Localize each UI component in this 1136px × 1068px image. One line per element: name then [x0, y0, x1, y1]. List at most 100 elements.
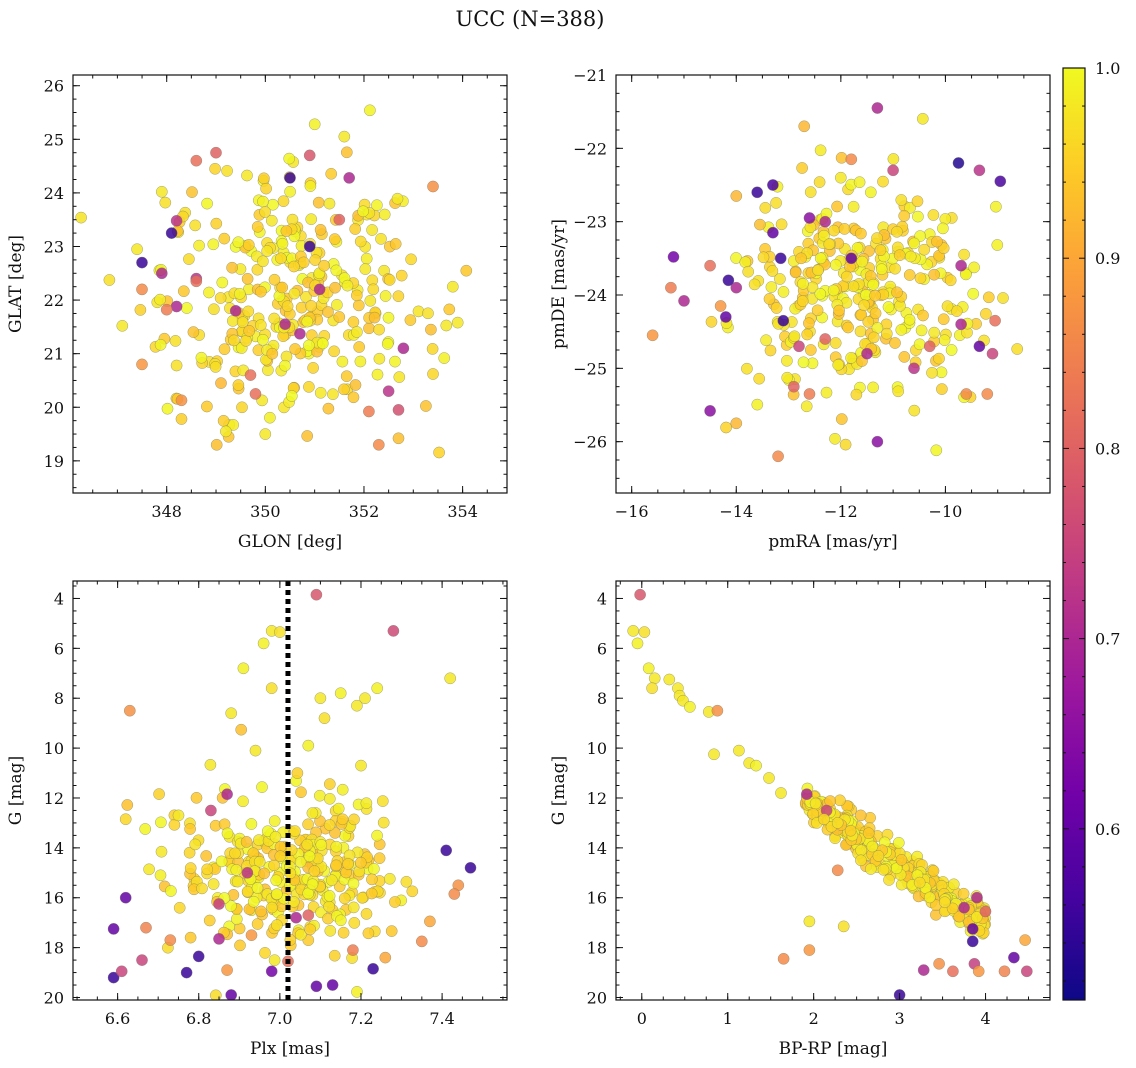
scatter-point — [323, 778, 336, 790]
scatter-point — [183, 253, 195, 265]
scatter-point — [324, 924, 337, 937]
scatter-point — [330, 840, 343, 853]
scatter-point — [389, 896, 401, 908]
scatter-point — [75, 211, 87, 224]
scatter-point — [140, 921, 152, 934]
scatter-point — [448, 888, 461, 900]
scatter-point — [377, 816, 390, 829]
scatter-point — [774, 273, 786, 285]
scatter-point — [173, 901, 186, 914]
scatter-point — [845, 252, 858, 265]
y-tick-label: 10 — [44, 739, 64, 758]
scatter-point — [842, 321, 854, 334]
scatter-point — [184, 823, 196, 835]
scatter-point — [911, 195, 924, 208]
scatter-point — [274, 626, 286, 638]
scatter-point — [177, 285, 190, 298]
scatter-point — [426, 343, 439, 355]
scatter-point — [186, 186, 198, 198]
scatter-point — [427, 180, 439, 193]
scatter-point — [123, 704, 136, 717]
scatter-point — [406, 885, 419, 898]
scatter-point — [634, 588, 646, 601]
scatter-point — [281, 300, 294, 313]
scatter-point — [946, 902, 959, 915]
x-tick-label: 0 — [637, 1009, 647, 1028]
scatter-point — [862, 827, 875, 840]
scatter-point — [247, 895, 260, 908]
scatter-point — [764, 344, 777, 357]
scatter-point — [711, 704, 724, 717]
scatter-point — [352, 299, 365, 312]
scatter-point — [332, 802, 345, 815]
scatter-point — [704, 259, 716, 272]
scatter-point — [256, 781, 268, 793]
scatter-point — [464, 861, 477, 874]
scatter-point — [730, 417, 743, 430]
scatter-point — [828, 224, 840, 237]
scatter-point — [318, 712, 331, 725]
scatter-point — [803, 915, 816, 928]
scatter-point — [119, 813, 132, 826]
scatter-point — [338, 383, 350, 396]
scatter-point — [240, 334, 252, 347]
scatter-point — [232, 236, 245, 249]
scatter-point — [291, 767, 304, 779]
scatter-point — [242, 305, 255, 318]
scatter-point — [945, 344, 958, 356]
scatter-point — [359, 692, 371, 705]
scatter-point — [305, 213, 318, 226]
scatter-point — [927, 209, 940, 221]
scatter-point — [938, 334, 951, 347]
scatter-point — [960, 388, 973, 400]
scatter-point — [774, 252, 787, 265]
scatter-point — [850, 388, 863, 401]
scatter-point — [340, 146, 353, 159]
scatter-point — [722, 274, 735, 287]
scatter-point — [257, 255, 269, 268]
scatter-point — [883, 874, 895, 886]
scatter-point — [257, 637, 270, 650]
scatter-point — [280, 225, 293, 237]
scatter-point — [367, 283, 380, 296]
scatter-point — [967, 287, 980, 300]
scatter-point — [180, 302, 193, 314]
scatter-point — [371, 829, 383, 842]
scatter-point — [804, 186, 817, 198]
scatter-point — [190, 791, 203, 804]
scatter-point — [235, 723, 248, 736]
scatter-point — [232, 379, 245, 391]
scatter-point — [1011, 343, 1024, 355]
scatter-point — [201, 197, 213, 210]
scatter-point — [214, 292, 227, 304]
scatter-point — [274, 850, 287, 863]
scatter-point — [209, 162, 221, 175]
scatter-point — [187, 326, 200, 338]
scatter-point — [872, 850, 885, 862]
scatter-point — [829, 432, 841, 445]
scatter-point — [230, 913, 243, 925]
scatter-point — [330, 859, 343, 872]
x-tick-label: 7.4 — [429, 1009, 454, 1028]
x-axis-label: Plx [mas] — [250, 1039, 330, 1059]
scatter-point — [947, 878, 960, 891]
scatter-point — [365, 887, 378, 900]
scatter-point — [241, 885, 254, 898]
scatter-point — [903, 313, 916, 326]
colorbar-tick-label: 0.9 — [1095, 249, 1120, 268]
scatter-point — [303, 850, 316, 863]
scatter-point — [183, 846, 196, 859]
scatter-point — [233, 287, 246, 300]
scatter-point — [827, 284, 840, 297]
scatter-point — [678, 295, 690, 307]
scatter-point — [871, 435, 884, 448]
scatter-point — [708, 748, 720, 761]
scatter-point — [861, 347, 873, 360]
scatter-point — [742, 265, 755, 278]
scatter-point — [155, 816, 167, 829]
scatter-point — [420, 400, 432, 412]
scatter-point — [288, 287, 301, 300]
colorbar-gradient — [1063, 68, 1085, 1000]
scatter-point — [904, 250, 917, 263]
scatter-point — [284, 185, 296, 198]
